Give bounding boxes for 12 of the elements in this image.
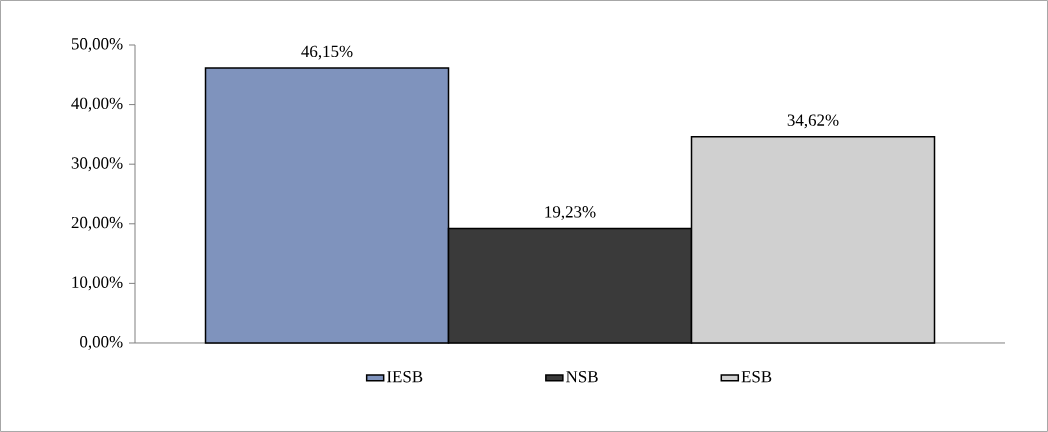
legend-label: NSB <box>566 371 598 383</box>
data-label: 19,23% <box>545 206 596 220</box>
y-tick-label: 30,00% <box>71 157 123 172</box>
y-tick-label: 20,00% <box>71 216 123 231</box>
y-tick-label: 50,00% <box>71 38 123 52</box>
data-label: 46,15% <box>301 45 353 60</box>
y-tick-label: 10,00% <box>72 276 123 291</box>
y-tick-label: 40,00% <box>71 97 123 112</box>
legend-label: ESB <box>741 371 772 383</box>
y-tick-label: 0,00% <box>80 336 123 350</box>
data-label: 34,62% <box>787 114 839 129</box>
legend-label: IESB <box>387 371 423 383</box>
